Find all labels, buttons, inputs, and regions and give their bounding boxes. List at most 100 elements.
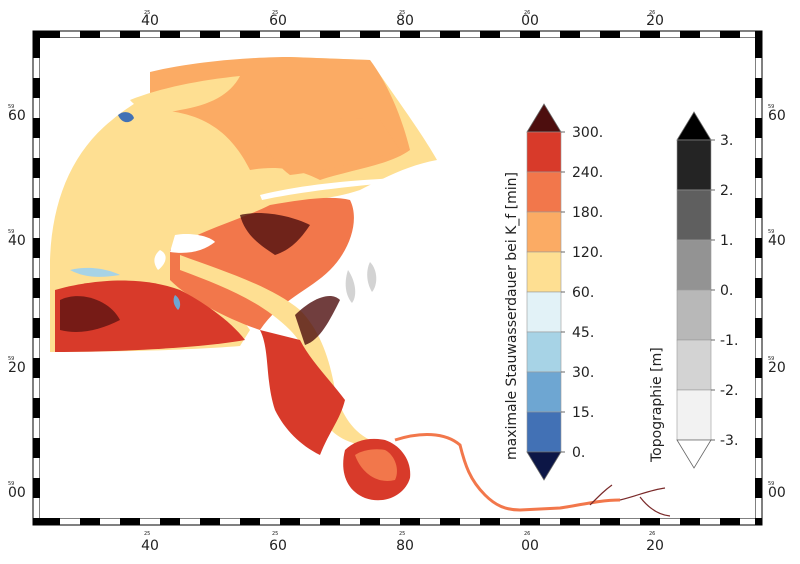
frame-label-y-right-sup: 59 [768,481,774,487]
blue-patch-1 [118,112,134,123]
topography-colorbar-swatch [676,189,712,241]
frame-label-y-left: 20 [8,360,26,376]
frame-label-y-right: 60 [768,108,786,124]
frame-label-x-top: 00 [521,13,539,29]
frame-segment [200,31,220,38]
frame-segment [720,31,740,38]
frame-segment [755,38,762,58]
frame-segment [280,31,300,38]
frame-segment [33,158,40,178]
frame-label-y-right: 20 [768,360,786,376]
topography-colorbar-swatch [676,389,712,441]
domain-orange-zone-2 [260,118,400,175]
frame-label-y-left-sup: 59 [8,104,14,110]
river-channel [394,433,621,512]
frame-label-y-left-sup: 59 [8,229,14,235]
frame-label-x-top-sup: 25 [144,10,150,16]
blue-patch-2 [70,267,120,277]
flood-duration-colorbar: 300. 240. 180. 120. 60. 45. 30. 15. 0. [526,103,603,481]
frame-segment [400,31,420,38]
map-frame: 4025402560256025802580250026002620262026… [8,10,786,554]
frame-segment [40,31,60,38]
frame-segment [400,518,420,525]
topography-colorbar-tick-label: 0. [720,283,733,299]
topography-colorbar-tick-label: 3. [720,133,733,149]
tidal-flats-dark [170,197,354,330]
topography-colorbar-tick-label: 2. [720,183,733,199]
frame-segment [33,78,40,98]
frame-segment [33,318,40,338]
frame-label-x-bottom: 60 [269,538,287,554]
frame-label-x-top: 60 [269,13,287,29]
frame-segment [755,318,762,338]
frame-label-x-bottom-sup: 26 [649,531,655,537]
frame-label-x-bottom: 00 [521,538,539,554]
frame-segment [320,518,340,525]
topography-colorbar-swatch [676,139,712,191]
topography-colorbar-tick-label: -3. [720,433,738,449]
frame-label-x-top-sup: 25 [272,10,278,16]
frame-segment [755,278,762,298]
flood-duration-colorbar-tick-label: 180. [572,205,603,221]
topography-colorbar-swatch [676,289,712,341]
flood-duration-colorbar-swatch [526,411,562,453]
tidal-flats-dark-2 [55,280,245,352]
white-polder [170,233,215,253]
frame-segment [600,518,620,525]
flood-duration-colorbar-tick-label: 30. [572,365,594,381]
frame-label-x-bottom: 20 [646,538,664,554]
flood-duration-colorbar-tick-label: 45. [572,325,594,341]
frame-label-y-left-sup: 59 [8,356,14,362]
frame-label-x-bottom: 80 [396,538,414,554]
frame-segment [33,118,40,138]
frame-label-y-left: 60 [8,108,26,124]
frame-segment [160,518,180,525]
frame-segment [33,38,40,58]
frame-label-x-bottom-sup: 26 [524,531,530,537]
frame-segment [520,518,540,525]
flood-duration-colorbar-swatch [526,171,562,213]
frame-segment [755,158,762,178]
frame-label-x-top-sup: 25 [399,10,405,16]
frame-segment [200,518,220,525]
barrier-island [260,178,402,200]
flood-duration-colorbar-swatch [526,291,562,333]
flood-duration-colorbar-swatch [526,251,562,293]
frame-segment [120,518,140,525]
frame-label-x-top-sup: 26 [524,10,530,16]
frame-segment [320,31,340,38]
frame-label-x-top: 20 [646,13,664,29]
blue-patch-3 [173,295,181,310]
frame-segment [755,438,762,458]
frame-label-x-bottom-sup: 25 [399,531,405,537]
frame-label-y-right: 40 [768,233,786,249]
topography-colorbar-swatch [676,339,712,391]
frame-segment [480,31,500,38]
frame-label-x-top: 80 [396,13,414,29]
frame-segment [240,518,260,525]
estuary-basin-inner [355,449,397,481]
frame-segment [680,518,700,525]
frame-segment [33,278,40,298]
flood-duration-colorbar-swatch [526,211,562,253]
frame-segment [560,518,580,525]
flood-duration-colorbar-swatch [526,131,562,173]
frame-segment [560,31,580,38]
river-mainland [260,330,345,455]
frame-segment [480,518,500,525]
frame-label-y-right-sup: 59 [768,356,774,362]
frame-segment [33,478,40,498]
frame-segment [33,358,40,378]
frame-label-y-left: 00 [8,485,26,501]
frame-label-y-left: 40 [8,233,26,249]
topography-colorbar-tick-label: -2. [720,383,738,399]
flood-duration-raster [50,57,671,517]
frame-segment [755,478,762,498]
frame-segment [33,438,40,458]
topography-colorbar-swatch [676,239,712,291]
frame-label-x-bottom: 40 [141,538,159,554]
frame-segment [440,518,460,525]
frame-segment [600,31,620,38]
